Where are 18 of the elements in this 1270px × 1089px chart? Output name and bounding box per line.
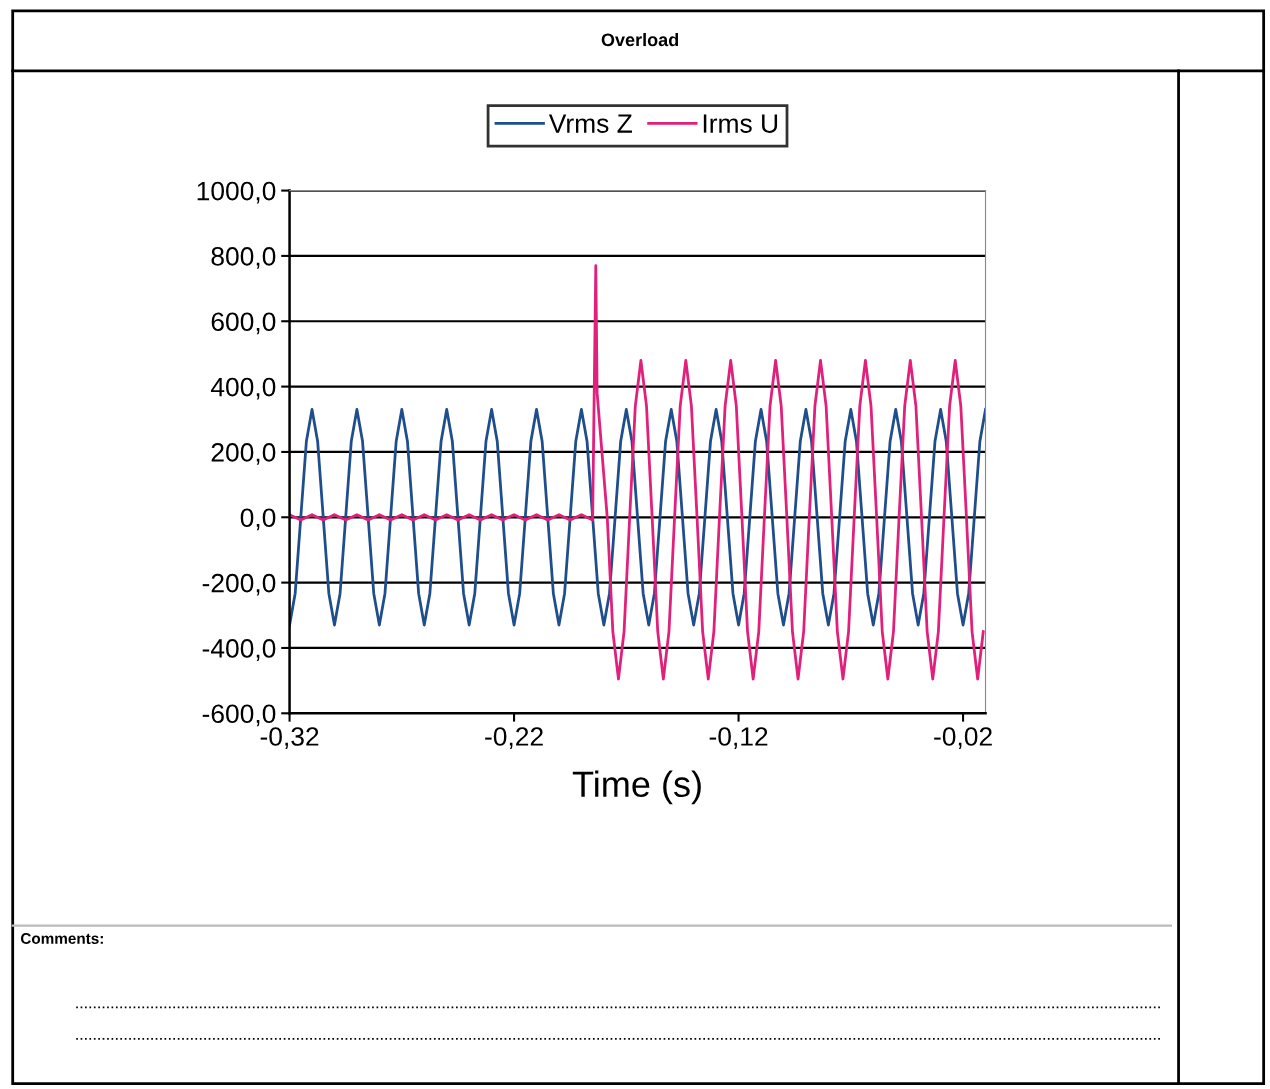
x-tick-label: -0,32 — [260, 727, 319, 749]
y-tick-label: 600,0 — [211, 312, 276, 335]
y-tick-label: 0,0 — [240, 508, 276, 531]
text: Comments: — [20, 933, 103, 944]
x-tick-label: -0,12 — [709, 727, 768, 749]
x-tick-label: -0,02 — [934, 727, 992, 749]
y-tick-label: 800,0 — [211, 247, 276, 269]
legend-label: Vrms Z — [548, 114, 632, 133]
y-tick-label: -400,0 — [202, 639, 276, 661]
y-tick-label: -600,0 — [202, 704, 276, 727]
y-tick-label: 400,0 — [210, 377, 276, 400]
x-tick-label: -0,22 — [485, 727, 543, 749]
y-tick-label: -200,0 — [202, 573, 276, 596]
y-tick-label: 1000,0 — [197, 181, 276, 204]
legend-label: Irms U — [703, 114, 778, 133]
chart-title: Overload — [601, 32, 679, 47]
x-axis-title: Time (s) — [572, 770, 701, 805]
y-tick-label: 200,0 — [211, 443, 276, 465]
